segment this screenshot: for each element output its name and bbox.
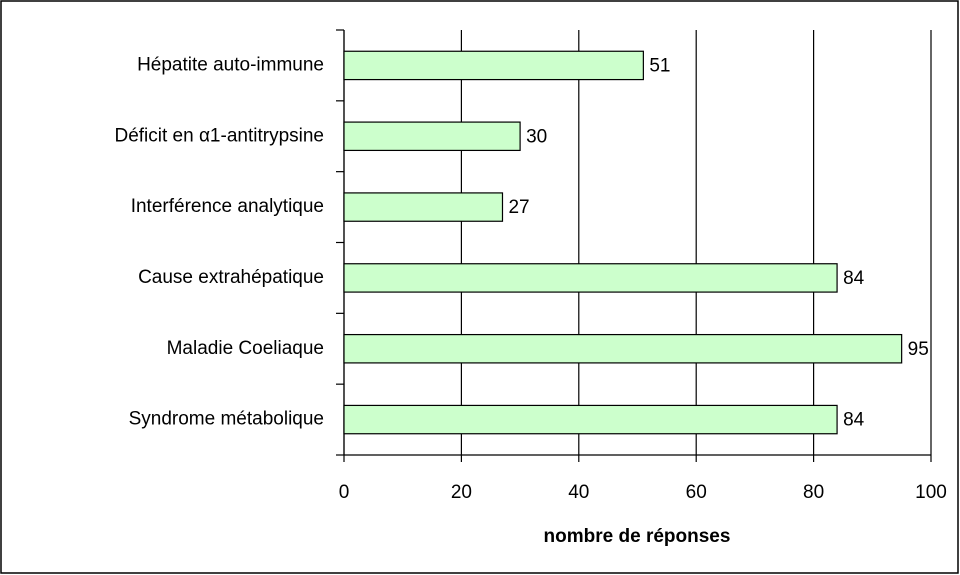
bar — [343, 333, 903, 364]
data-label: 30 — [526, 126, 547, 147]
y-tick-label: Syndrome métabolique — [129, 409, 324, 430]
x-tick-label: 60 — [686, 482, 707, 503]
x-tick-label: 0 — [339, 482, 350, 503]
bar — [343, 192, 504, 222]
x-axis-label: nombre de réponses — [544, 526, 731, 547]
x-tick-label: 20 — [451, 482, 472, 503]
bar — [343, 50, 644, 81]
data-label: 84 — [843, 268, 865, 289]
y-tick-label: Interférence analytique — [131, 196, 324, 217]
x-tick-label: 40 — [568, 482, 589, 503]
bar — [343, 121, 521, 152]
x-tick-label: 80 — [803, 482, 824, 503]
data-label: 27 — [508, 197, 529, 218]
data-label: 51 — [649, 55, 670, 76]
bar — [343, 404, 838, 435]
data-label: 84 — [843, 410, 865, 431]
data-label: 95 — [908, 339, 929, 360]
y-tick-label: Cause extrahépatique — [138, 267, 324, 288]
y-tick-label: Déficit en α1-antitrypsine — [114, 125, 324, 146]
y-tick-label: Maladie Coeliaque — [167, 338, 324, 359]
y-tick-label: Hépatite auto-immune — [137, 54, 324, 75]
x-tick-label: 100 — [915, 482, 947, 503]
bar — [343, 263, 838, 293]
